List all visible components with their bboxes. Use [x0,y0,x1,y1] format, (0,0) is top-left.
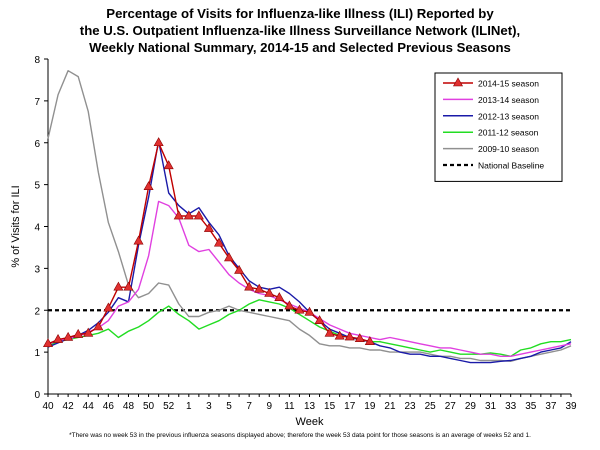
data-point-marker [133,235,144,245]
data-point-marker [314,315,325,325]
data-point-marker [73,328,84,338]
x-tick-label: 15 [324,401,336,412]
legend-label: 2009-10 season [478,144,539,154]
x-tick-label: 46 [103,401,115,412]
x-tick-label: 17 [344,401,356,412]
data-point-marker [42,338,54,348]
x-tick-label: 35 [525,401,537,412]
data-point-marker [93,321,104,331]
x-tick-label: 50 [143,401,155,412]
x-tick-label: 1 [186,401,192,412]
chart-title-line: the U.S. Outpatient Influenza-like Illne… [79,23,521,38]
legend-label: 2014-15 season [478,79,539,89]
x-tick-label: 48 [123,401,135,412]
x-tick-label: 25 [425,401,437,412]
data-point-marker [203,222,214,232]
x-tick-label: 7 [246,401,252,412]
x-tick-label: 23 [405,401,417,412]
x-tick-label: 3 [206,401,212,412]
data-point-marker [193,210,204,220]
data-point-marker [103,302,114,312]
data-point-marker [183,210,194,220]
y-tick-label: 7 [34,97,40,108]
x-tick-label: 44 [83,401,95,412]
x-tick-label: 39 [565,401,577,412]
data-point-marker [123,281,134,291]
data-point-marker [153,137,164,147]
legend-label: National Baseline [478,161,544,171]
legend-label: 2012-13 season [478,111,539,121]
x-tick-label: 13 [304,401,316,412]
data-point-marker [364,336,375,345]
data-point-marker [344,331,355,341]
y-tick-label: 3 [34,264,40,275]
x-tick-label: 9 [266,401,272,412]
x-tick-label: 37 [545,401,557,412]
data-point-marker [224,252,235,262]
y-tick-label: 2 [34,306,40,317]
data-point-marker [53,333,64,343]
data-point-marker [234,264,245,274]
data-point-marker [324,327,335,337]
data-point-marker [254,283,265,293]
x-tick-label: 40 [42,401,54,412]
data-point-marker [244,281,255,291]
data-point-marker [213,237,224,247]
chart-title-line: Percentage of Visits for Influenza-like … [106,6,494,21]
data-point-marker [163,160,174,170]
x-tick-label: 33 [505,401,517,412]
data-point-marker [113,281,124,291]
data-point-marker [354,333,365,343]
data-point-marker [284,300,295,310]
x-tick-label: 42 [63,401,75,412]
y-tick-label: 0 [34,390,40,401]
data-point-marker [294,304,305,314]
legend-label: 2013-14 season [478,95,539,105]
chart-title-line: Weekly National Summary, 2014-15 and Sel… [89,40,511,55]
x-axis-title: Week [296,416,324,428]
series-line-2014-15-season [47,142,371,345]
legend-marker [452,77,464,87]
y-tick-label: 5 [34,181,40,192]
x-tick-label: 52 [163,401,175,412]
chart-footnote: *There was no week 53 in the previous in… [69,432,531,439]
legend-label: 2011-12 season [478,128,539,138]
chart-title: Percentage of Visits for Influenza-like … [0,5,600,56]
x-tick-label: 31 [485,401,497,412]
y-axis-title: % of Visits for ILI [10,185,22,267]
x-tick-label: 5 [226,401,232,412]
y-tick-label: 4 [34,223,40,234]
data-point-marker [304,306,315,316]
legend-box [434,72,563,182]
x-tick-label: 21 [384,401,396,412]
x-tick-label: 27 [445,401,457,412]
data-point-marker [143,181,154,191]
y-tick-label: 1 [34,348,40,359]
data-point-marker [334,330,345,340]
data-point-marker [264,287,275,297]
x-tick-label: 19 [364,401,376,412]
data-point-marker [63,331,74,341]
data-point-marker [83,327,94,337]
y-tick-label: 8 [34,55,40,66]
y-tick-label: 6 [34,139,40,150]
data-point-marker [274,292,285,301]
x-tick-label: 11 [284,401,295,412]
x-tick-label: 29 [465,401,477,412]
data-point-marker [173,210,184,220]
